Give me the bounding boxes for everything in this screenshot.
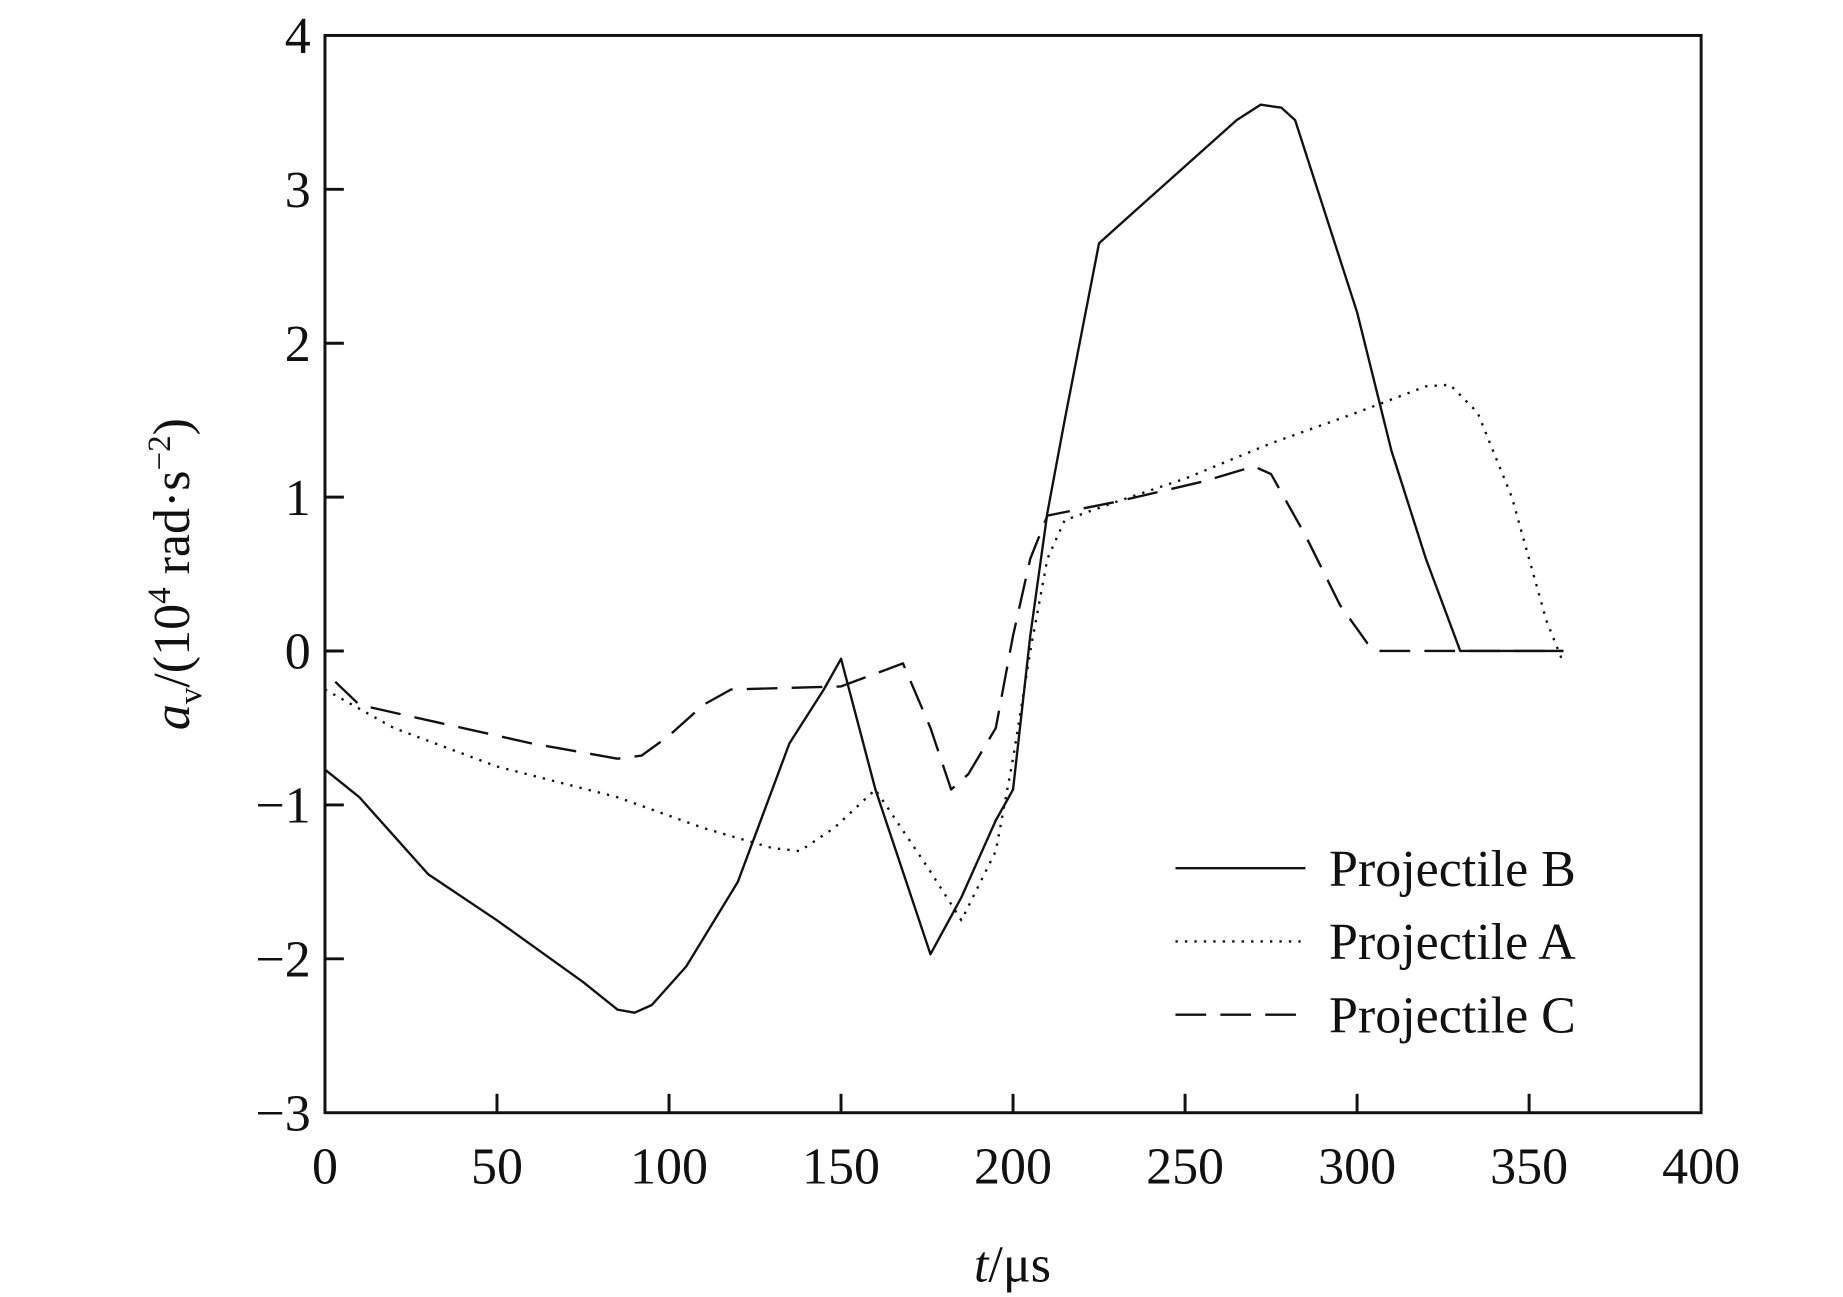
y-tick-label: 0 (285, 624, 311, 681)
legend-label: Projectile C (1329, 987, 1576, 1044)
axis-ticks: 0 50 100 150 200 250 300 350 400 −3 −2 −1 0 1 2 3 4 (256, 8, 1741, 1195)
series-projectile-a-line (324, 383, 1565, 922)
legend: Projectile B Projectile A Projectile C (1175, 841, 1576, 1044)
y-tick-label: −2 (256, 932, 311, 989)
legend-label: Projectile B (1329, 841, 1576, 898)
y-tick-label: −1 (256, 778, 311, 835)
y-tick-label: 1 (285, 470, 311, 527)
x-tick-label: 350 (1490, 1139, 1568, 1196)
x-tick-label: 300 (1318, 1139, 1396, 1196)
series-projectile-b-line (324, 103, 1564, 1014)
x-tick-label: 250 (1146, 1139, 1224, 1196)
y-tick-label: 3 (285, 162, 311, 219)
y-axis-label: av/(104 rad·s−2) (142, 418, 209, 730)
series-lines (324, 103, 1565, 1014)
y-tick-label: 4 (285, 8, 311, 65)
y-tick-label: −3 (256, 1085, 311, 1142)
y-tick-label: 2 (285, 316, 311, 373)
x-tick-label: 150 (802, 1139, 880, 1196)
series-projectile-c-line (334, 465, 1564, 791)
x-tick-label: 0 (312, 1139, 338, 1196)
x-tick-label: 200 (974, 1139, 1052, 1196)
x-axis-label: t/μs (974, 1237, 1051, 1294)
legend-label: Projectile A (1329, 914, 1576, 971)
x-tick-label: 400 (1662, 1139, 1740, 1196)
x-tick-label: 100 (630, 1139, 708, 1196)
x-tick-label: 50 (471, 1139, 523, 1196)
